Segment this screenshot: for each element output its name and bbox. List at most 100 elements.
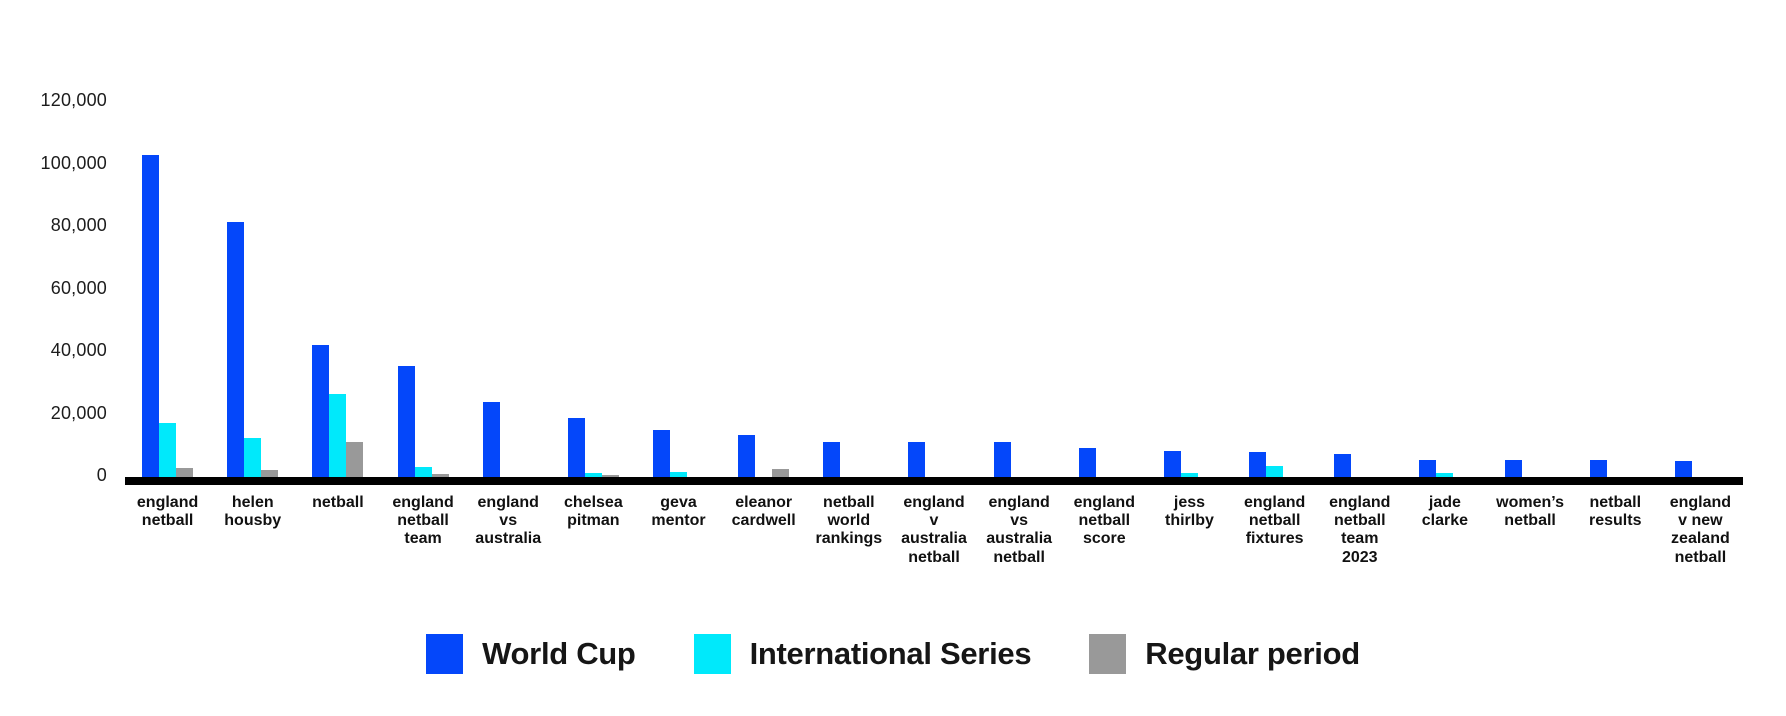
legend-swatch-international-series	[693, 634, 731, 674]
x-axis-label: england netball score	[1073, 494, 1135, 548]
bar-regular-period	[431, 474, 449, 477]
bar-group: chelsea pitman	[551, 102, 636, 529]
x-axis-label: england netball team	[392, 494, 454, 548]
x-axis-label: england netball	[136, 494, 199, 530]
y-axis-tick-label: 0	[96, 464, 107, 485]
bar-world-cup	[142, 155, 160, 477]
bar-cluster	[1078, 447, 1130, 477]
bar-cluster	[227, 222, 279, 477]
bar-world-cup	[397, 366, 415, 477]
bar-cluster	[1334, 453, 1385, 477]
bar-regular-period	[176, 467, 194, 477]
bar-world-cup	[1674, 461, 1692, 477]
bar-cluster	[1249, 451, 1300, 477]
x-axis-label: england v new zealand netball	[1669, 494, 1732, 566]
x-axis-label: jess thirlby	[1165, 494, 1214, 530]
legend-label-international-series: International Series	[749, 636, 1032, 671]
bar-world-cup	[1249, 451, 1267, 477]
bar-regular-period	[772, 468, 790, 477]
y-axis-tick-label: 40,000	[50, 339, 107, 360]
bar-regular-period	[346, 442, 364, 477]
y-axis-tick-label: 80,000	[50, 214, 107, 235]
bar-regular-period	[601, 474, 619, 477]
bar-group: geva mentor	[636, 102, 721, 529]
bar-cluster	[482, 402, 534, 477]
bar-regular-period	[261, 469, 279, 477]
bar-world-cup	[653, 430, 671, 477]
bar-group: england netball team 2023	[1317, 102, 1402, 566]
bar-international-series	[1180, 472, 1198, 477]
x-axis-label: england netball fixtures	[1243, 494, 1306, 548]
bar-world-cup	[1419, 459, 1437, 477]
bar-cluster	[1674, 461, 1726, 477]
bar-cluster	[1504, 459, 1556, 477]
x-axis-label: helen housby	[224, 494, 282, 530]
x-axis-label: england vs australia netball	[986, 494, 1053, 566]
bar-international-series	[1436, 472, 1454, 477]
bar-world-cup	[567, 417, 585, 477]
legend-swatch-world-cup	[426, 634, 464, 674]
x-axis-label: geva mentor	[651, 494, 706, 530]
bar-world-cup	[312, 345, 330, 477]
x-axis-label: netball	[312, 494, 364, 511]
bar-international-series	[244, 437, 262, 477]
bar-group: netball world rankings	[806, 102, 891, 547]
bar-world-cup	[908, 442, 926, 477]
bar-cluster	[908, 442, 959, 477]
bar-international-series	[414, 467, 432, 477]
bar-world-cup	[482, 402, 500, 477]
bar-world-cup	[738, 435, 756, 477]
bar-group: england netball score	[1062, 102, 1147, 547]
bar-group: england v new zealand netball	[1658, 102, 1743, 566]
legend-swatch-regular-period	[1089, 634, 1127, 674]
bar-world-cup	[1334, 453, 1352, 477]
bar-cluster	[397, 366, 449, 477]
bar-group: jade clarke	[1402, 102, 1487, 529]
x-axis-label: netball results	[1589, 494, 1642, 530]
bar-international-series	[1266, 465, 1284, 477]
bar-world-cup	[1078, 447, 1096, 477]
x-axis-label: netball world rankings	[815, 494, 883, 548]
plot-area: england netball helen housby netball englan…	[125, 102, 1743, 566]
y-axis-tick-label: 20,000	[50, 402, 107, 423]
bar-cluster	[653, 430, 704, 477]
bar-group: england vs australia netball	[977, 102, 1062, 566]
legend-label-world-cup: World Cup	[482, 636, 636, 671]
x-axis-label: england v australia netball	[901, 494, 967, 566]
x-axis-label: jade clarke	[1421, 494, 1469, 530]
bar-group: england v australia netball	[891, 102, 976, 566]
bar-cluster	[142, 155, 194, 477]
bar-group: women’s netball	[1488, 102, 1573, 529]
x-axis-label: women’s netball	[1496, 494, 1565, 530]
legend-item-international-series: International Series	[693, 634, 1032, 674]
bar-international-series	[329, 394, 347, 477]
bar-international-series	[670, 472, 688, 477]
bar-cluster	[823, 442, 874, 477]
x-axis-label: england netball team 2023	[1329, 494, 1391, 566]
y-axis-tick-label: 100,000	[40, 152, 107, 173]
bar-world-cup	[993, 442, 1011, 477]
bar-group: netball	[295, 102, 380, 511]
bar-world-cup	[823, 442, 841, 477]
bar-group: england netball team	[380, 102, 465, 547]
bar-group: england netball	[125, 102, 210, 529]
bar-international-series	[584, 473, 602, 477]
legend: World Cup International Series Regular p…	[0, 634, 1786, 674]
bar-international-series	[159, 422, 177, 477]
bar-world-cup	[227, 222, 245, 477]
y-axis-tick-label: 60,000	[50, 277, 107, 298]
bar-group: netball results	[1573, 102, 1658, 529]
legend-label-regular-period: Regular period	[1145, 636, 1360, 671]
bar-cluster	[738, 435, 790, 477]
bar-world-cup	[1589, 459, 1607, 477]
bar-world-cup	[1163, 450, 1181, 477]
bar-group: helen housby	[210, 102, 295, 529]
bar-group: england netball fixtures	[1232, 102, 1317, 547]
x-axis-label: england vs australia	[475, 494, 542, 548]
bar-cluster	[993, 442, 1045, 477]
bar-world-cup	[1504, 459, 1522, 477]
x-axis-label: eleanor cardwell	[731, 494, 796, 530]
bar-cluster	[567, 417, 619, 477]
bar-group: jess thirlby	[1147, 102, 1232, 529]
